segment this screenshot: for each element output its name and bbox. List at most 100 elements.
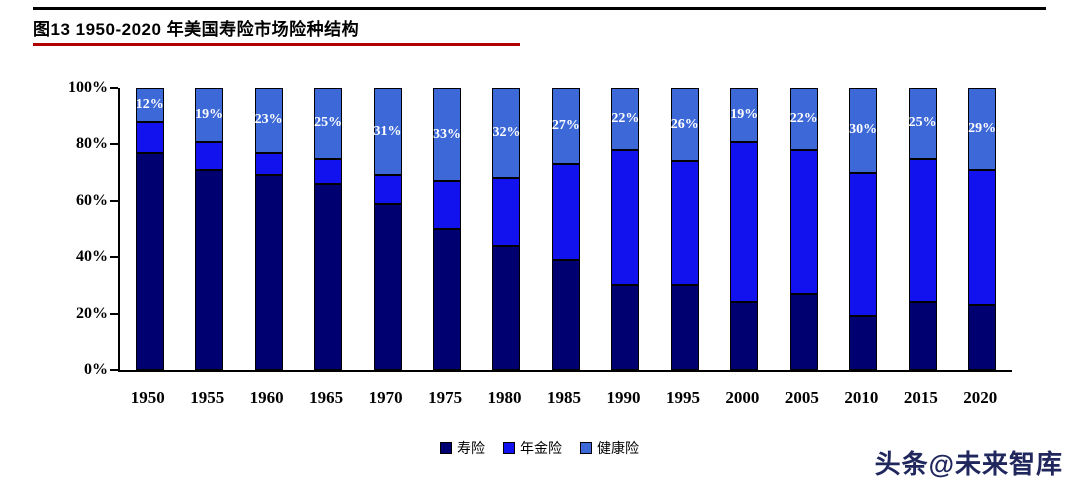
bar-1980: 32% <box>492 88 521 370</box>
legend-label: 寿险 <box>457 442 485 457</box>
bar-1955: 19% <box>195 88 224 370</box>
y-axis-tick-mark <box>110 143 118 146</box>
bar-segment-年金险 <box>135 121 164 153</box>
y-axis-tick-mark <box>110 256 118 259</box>
bar-segment-寿险 <box>789 293 818 370</box>
bar-segment-健康险 <box>195 88 224 142</box>
x-axis-label: 1975 <box>428 388 463 407</box>
legend-swatch <box>580 442 592 454</box>
bar-segment-健康险 <box>254 88 283 153</box>
bar-segment-寿险 <box>195 169 224 370</box>
legend: 寿险 年金险 健康险 <box>0 438 1079 458</box>
x-axis-label: 1955 <box>190 388 225 407</box>
bar-segment-寿险 <box>670 285 699 370</box>
bar-segment-寿险 <box>373 203 402 370</box>
bar-segment-健康险 <box>730 88 759 142</box>
y-axis-tick-mark <box>110 199 118 202</box>
legend-label: 年金险 <box>520 442 562 457</box>
y-axis-tick-labels: 100% 80% 60% 40% 20% 0% <box>28 79 108 379</box>
bar-1970: 31% <box>373 88 402 370</box>
bar-data-label: 23% <box>254 112 283 128</box>
bar-2020: 29% <box>968 88 997 370</box>
bar-segment-健康险 <box>373 88 402 176</box>
bar-segment-年金险 <box>730 141 759 303</box>
bar-segment-健康险 <box>611 88 640 151</box>
bar-segment-健康险 <box>968 88 997 170</box>
x-axis-label: 1970 <box>368 388 403 407</box>
legend-item-寿险: 寿险 <box>440 438 485 458</box>
bar-segment-年金险 <box>789 150 818 294</box>
bar-data-label: 31% <box>373 123 402 139</box>
x-axis-label: 1990 <box>606 388 641 407</box>
x-axis-label: 1985 <box>547 388 582 407</box>
bar-segment-年金险 <box>670 161 699 286</box>
bar-segment-年金险 <box>432 181 461 229</box>
bar-2015: 25% <box>908 88 937 370</box>
bar-segment-寿险 <box>551 260 580 370</box>
bar-segment-健康险 <box>908 88 937 159</box>
bar-segment-年金险 <box>551 164 580 260</box>
bar-2005: 22% <box>789 88 818 370</box>
bar-segment-健康险 <box>432 88 461 182</box>
bar-segment-年金险 <box>492 178 521 246</box>
bar-segment-健康险 <box>670 88 699 162</box>
bar-segment-寿险 <box>492 245 521 370</box>
y-axis-tick-mark <box>110 87 118 89</box>
bar-segment-寿险 <box>254 175 283 370</box>
bar-segment-年金险 <box>254 152 283 176</box>
bar-segment-寿险 <box>849 316 878 370</box>
y-axis-tick-mark <box>110 312 118 315</box>
bar-data-label: 22% <box>611 111 640 127</box>
y-axis-tick-label: 60% <box>76 191 108 209</box>
y-axis-tick-label: 100% <box>68 79 108 96</box>
x-axis-label: 2010 <box>844 388 879 407</box>
y-axis-tick-label: 40% <box>76 248 108 266</box>
bar-segment-健康险 <box>314 88 343 159</box>
bar-data-label: 25% <box>908 115 937 131</box>
legend-swatch <box>440 442 452 454</box>
bar-segment-健康险 <box>492 88 521 179</box>
bar-segment-寿险 <box>135 152 164 370</box>
x-axis-label: 2015 <box>903 388 938 407</box>
bar-data-label: 33% <box>432 126 461 142</box>
bar-segment-寿险 <box>730 302 759 370</box>
bar-segment-寿险 <box>432 228 461 370</box>
bar-segment-年金险 <box>908 158 937 303</box>
y-axis-tick-label: 80% <box>76 135 108 153</box>
bar-segment-年金险 <box>849 172 878 317</box>
bar-data-label: 26% <box>670 116 699 132</box>
legend-item-年金险: 年金险 <box>503 438 562 458</box>
x-axis-label: 1980 <box>487 388 522 407</box>
plot-area: 12% 19% 23% 25% 31% 33% 32% 27% 22% 26% 19% 22% 30% 2… <box>110 87 1012 372</box>
x-axis-label: 1950 <box>130 388 165 407</box>
bar-data-label: 29% <box>968 120 997 136</box>
x-axis-label: 1960 <box>249 388 284 407</box>
bars: 12% 19% 23% 25% 31% 33% 32% 27% 22% 26% 19% 22% 30% 2… <box>120 88 1012 370</box>
bar-2010: 30% <box>849 88 878 370</box>
bar-segment-年金险 <box>373 175 402 204</box>
x-axis-labels: 1950 1955 1960 1965 1970 1975 1980 1985 1990 1995… <box>118 388 1010 408</box>
bar-data-label: 25% <box>314 115 343 131</box>
top-rule <box>33 7 1046 10</box>
legend-label: 健康险 <box>597 442 639 457</box>
bar-1990: 22% <box>611 88 640 370</box>
title-underline <box>33 43 520 46</box>
bar-segment-年金险 <box>195 141 224 170</box>
watermark: 头条@未来智库 <box>874 449 1063 479</box>
bar-segment-寿险 <box>968 305 997 370</box>
bar-segment-健康险 <box>789 88 818 151</box>
x-axis-label: 2020 <box>963 388 998 407</box>
figure-title: 图13 1950-2020 年美国寿险市场险种结构 <box>33 20 360 39</box>
bar-data-label: 22% <box>789 111 818 127</box>
bar-data-label: 19% <box>195 106 224 122</box>
bar-1950: 12% <box>135 88 164 370</box>
bar-segment-寿险 <box>314 183 343 370</box>
x-axis-label: 1995 <box>665 388 700 407</box>
bar-segment-健康险 <box>551 88 580 165</box>
legend-swatch <box>503 442 515 454</box>
bar-1960: 23% <box>254 88 283 370</box>
y-axis-tick-mark <box>110 369 118 371</box>
bar-1975: 33% <box>432 88 461 370</box>
bar-data-label: 19% <box>730 106 759 122</box>
bar-segment-年金险 <box>314 158 343 184</box>
